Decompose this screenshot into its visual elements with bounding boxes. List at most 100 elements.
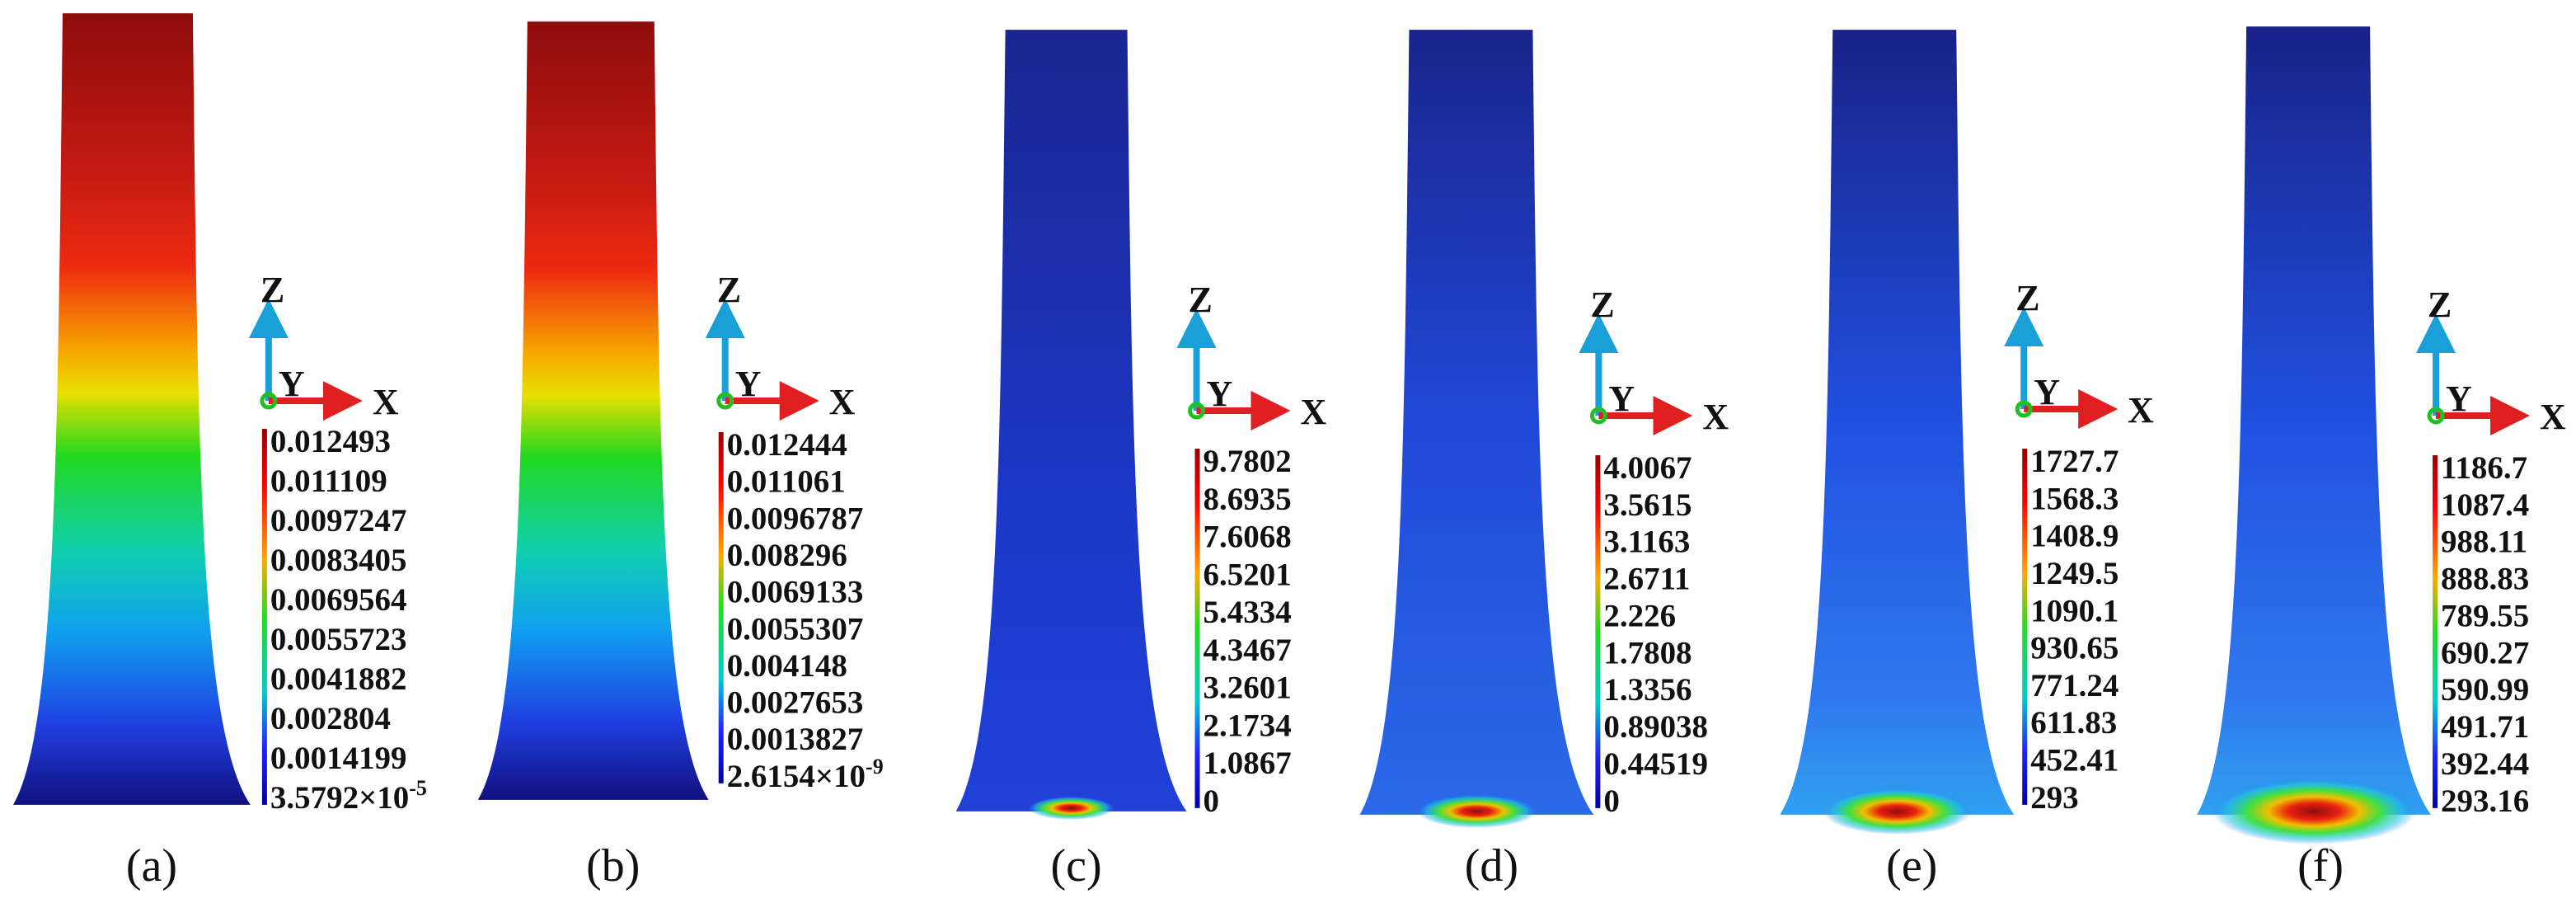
panel: Z Y X 4.00673.56153.11632.67112.2261.78081.… xyxy=(1359,30,1729,892)
axis-label-y: Y xyxy=(1207,374,1233,414)
contour-body xyxy=(477,21,709,800)
legend-label: 930.65 xyxy=(2030,631,2119,666)
panel-label: (d) xyxy=(1465,840,1518,892)
panel-label: (a) xyxy=(126,840,177,892)
legend-label: 1.0867 xyxy=(1204,746,1292,781)
legend-label: 1249.5 xyxy=(2030,556,2119,591)
legend-label: 293 xyxy=(2030,780,2078,816)
panel: Z Y X 1186.71087.4988.11888.83789.55690.275… xyxy=(2197,26,2566,892)
legend-label: 0.012444 xyxy=(727,427,847,463)
legend-label: 491.71 xyxy=(2441,709,2529,745)
y-origin xyxy=(2427,407,2445,425)
legend-exponent: -9 xyxy=(866,755,884,779)
legend-label: 0.0096787 xyxy=(727,501,864,536)
legend-label: 0 xyxy=(1603,783,1619,819)
contour-body xyxy=(12,13,251,805)
hot-spot xyxy=(2212,778,2417,844)
hot-spot xyxy=(1028,796,1114,820)
legend-label: 0.0013827 xyxy=(727,722,864,757)
legend-label: 0.004148 xyxy=(727,648,847,684)
legend-label: 9.7802 xyxy=(1204,444,1292,479)
axis-label-x: X xyxy=(1702,397,1729,437)
legend-label: 452.41 xyxy=(2030,743,2119,779)
legend-label: 1568.3 xyxy=(2030,481,2119,516)
legend-label: 293.16 xyxy=(2441,783,2529,819)
legend-label: 0 xyxy=(1204,783,1219,819)
y-origin xyxy=(260,392,278,410)
axis-label-x: X xyxy=(2128,390,2154,430)
legend-label: 392.44 xyxy=(2441,746,2529,782)
legend-label: 3.5615 xyxy=(1603,487,1692,523)
color-bar xyxy=(1194,449,1200,808)
panel: Z Y X 1727.71568.31408.91249.51090.1930.657… xyxy=(1780,30,2154,892)
legend-label: 2.1734 xyxy=(1204,708,1292,743)
legend-mantissa: 3.5792×10 xyxy=(270,780,409,816)
axis-label-y: Y xyxy=(279,364,305,404)
axis-label-z: Z xyxy=(2015,278,2039,318)
color-bar xyxy=(261,429,267,805)
panel: Z Y X9.78028.69357.60686.52015.43344.34673… xyxy=(955,30,1326,892)
panel-label: (c) xyxy=(1051,840,1102,892)
hot-spot xyxy=(1417,794,1537,828)
legend-label: 888.83 xyxy=(2441,562,2529,597)
legend-label: 8.6935 xyxy=(1204,482,1292,517)
legend-label: 1.7808 xyxy=(1603,635,1692,670)
y-origin xyxy=(2015,400,2033,418)
legend-label: 0.0014199 xyxy=(270,741,407,776)
legend-label: 3.1163 xyxy=(1603,525,1690,560)
legend-label: 611.83 xyxy=(2030,705,2117,741)
legend-label: 4.3467 xyxy=(1204,633,1292,668)
axis-label-x: X xyxy=(829,382,856,422)
legend-label: 1087.4 xyxy=(2441,487,2529,523)
axis-label-x: X xyxy=(373,382,399,422)
legend-label: 0.012493 xyxy=(270,424,391,459)
legend-label: 5.4334 xyxy=(1204,595,1292,630)
axis-label-z: Z xyxy=(717,270,741,310)
legend-label: 0.0069133 xyxy=(727,575,864,610)
axis-label-z: Z xyxy=(1590,285,1614,325)
legend-label: 0.002804 xyxy=(270,701,391,736)
legend-label: 2.6711 xyxy=(1603,562,1690,597)
contour-body xyxy=(2197,26,2432,815)
legend-label: 771.24 xyxy=(2030,668,2119,703)
contour-body xyxy=(1780,30,2015,815)
legend-label: 0.0027653 xyxy=(727,685,864,721)
legend-label: 0.0055307 xyxy=(727,611,864,647)
legend-label: 0.0097247 xyxy=(270,503,407,539)
axis-label-y: Y xyxy=(1608,379,1635,419)
color-bar xyxy=(1595,454,1601,808)
legend-label: 2.226 xyxy=(1603,598,1676,633)
legend-label: 690.27 xyxy=(2441,635,2529,670)
panel-label: (e) xyxy=(1886,840,1937,892)
legend-label: 0.011061 xyxy=(727,464,846,500)
legend-label: 0.0083405 xyxy=(270,543,407,578)
axis-label-y: Y xyxy=(2034,372,2060,412)
contour-body xyxy=(955,30,1187,812)
legend-label: 789.55 xyxy=(2441,598,2529,633)
hot-spot xyxy=(1823,788,1972,835)
axis-label-y: Y xyxy=(735,364,762,404)
panel-label: (f) xyxy=(2297,840,2344,892)
legend-label: 3.2601 xyxy=(1204,670,1292,706)
axis-label-y: Y xyxy=(2446,379,2472,419)
legend-exponent: -5 xyxy=(409,776,427,800)
legend-label: 2.6154×10-9 xyxy=(727,755,884,794)
y-origin xyxy=(1188,402,1206,420)
legend-label: 1186.7 xyxy=(2441,450,2527,486)
axis-label-z: Z xyxy=(2428,285,2452,325)
legend-label: 0.0041882 xyxy=(270,661,407,697)
legend-label: 0.008296 xyxy=(727,538,847,573)
legend-label: 988.11 xyxy=(2441,525,2527,560)
color-bar xyxy=(2433,454,2438,808)
legend-label: 0.011109 xyxy=(270,463,387,499)
y-origin xyxy=(1589,407,1607,425)
axis-label-z: Z xyxy=(260,270,284,310)
y-origin xyxy=(716,392,734,410)
legend-label: 6.5201 xyxy=(1204,557,1292,592)
axis-label-x: X xyxy=(1300,392,1326,432)
legend-label: 590.99 xyxy=(2441,672,2529,708)
color-bar xyxy=(2022,449,2028,805)
legend-label: 0.0069564 xyxy=(270,582,407,618)
legend-label: 1.3356 xyxy=(1603,672,1692,708)
legend-label: 7.6068 xyxy=(1204,520,1292,555)
